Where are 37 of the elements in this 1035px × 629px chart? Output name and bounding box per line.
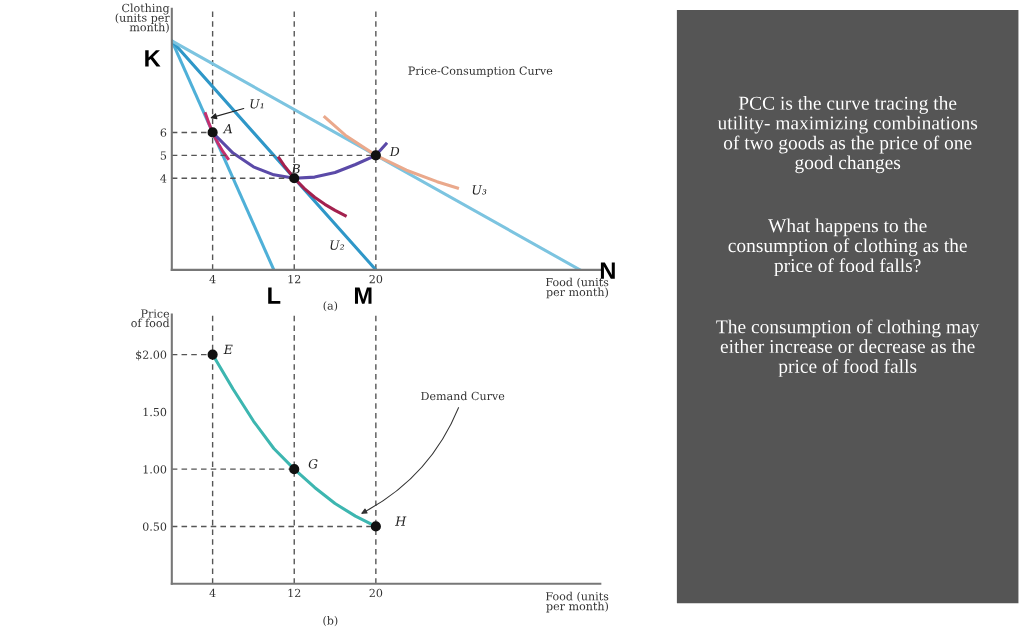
x-tick-label: 20: [369, 274, 383, 284]
annotation: U₃: [472, 185, 487, 195]
text: What happens to the consumption of clothing as the price of food falls?: [728, 218, 967, 277]
y-tick-label: 1.50: [143, 407, 167, 417]
y-tick-label: 1.00: [143, 465, 167, 474]
annotation: U₁: [250, 99, 264, 109]
text: PCC is the curve tracing the utility- maximizing combinations of two goods as the price of one good changes: [717, 96, 978, 174]
text: The consumption of clothing may either increase or decrease as the price of food falls: [716, 319, 980, 377]
annotation: L: [268, 287, 281, 304]
y-tick-label: 0.50: [142, 522, 167, 531]
y-axis-title: Price of food: [131, 309, 170, 328]
annotation: Price-Consumption Curve: [408, 66, 553, 77]
y-axis-title: Clothing (units per month): [115, 3, 170, 33]
y-tick-label: 5: [160, 151, 167, 160]
text: (b): [323, 616, 338, 627]
annotation: U₂: [330, 240, 345, 250]
text: (a): [323, 301, 338, 312]
y-tick-label: 4: [160, 174, 167, 183]
annotation: G: [308, 459, 318, 469]
y-tick-label: $2.00: [136, 350, 167, 361]
annotation: A: [222, 124, 233, 134]
annotation: N: [600, 262, 615, 279]
x-tick-label: 4: [209, 274, 216, 284]
x-tick-label: 12: [288, 588, 301, 598]
annotation: M: [354, 287, 372, 304]
x-axis-title: Food (units per month): [545, 591, 609, 613]
x-tick-label: 4: [209, 588, 216, 598]
x-tick-label: 12: [288, 274, 301, 284]
x-tick-label: 20: [369, 588, 383, 598]
y-tick-label: 6: [160, 128, 167, 137]
x-axis-title: Food (units per month): [545, 277, 609, 299]
annotation: Demand Curve: [421, 391, 505, 401]
annotation: H: [395, 516, 407, 526]
annotation: K: [145, 50, 161, 67]
annotation: E: [223, 344, 233, 354]
annotation: D: [389, 146, 400, 157]
annotation: B: [291, 164, 300, 174]
